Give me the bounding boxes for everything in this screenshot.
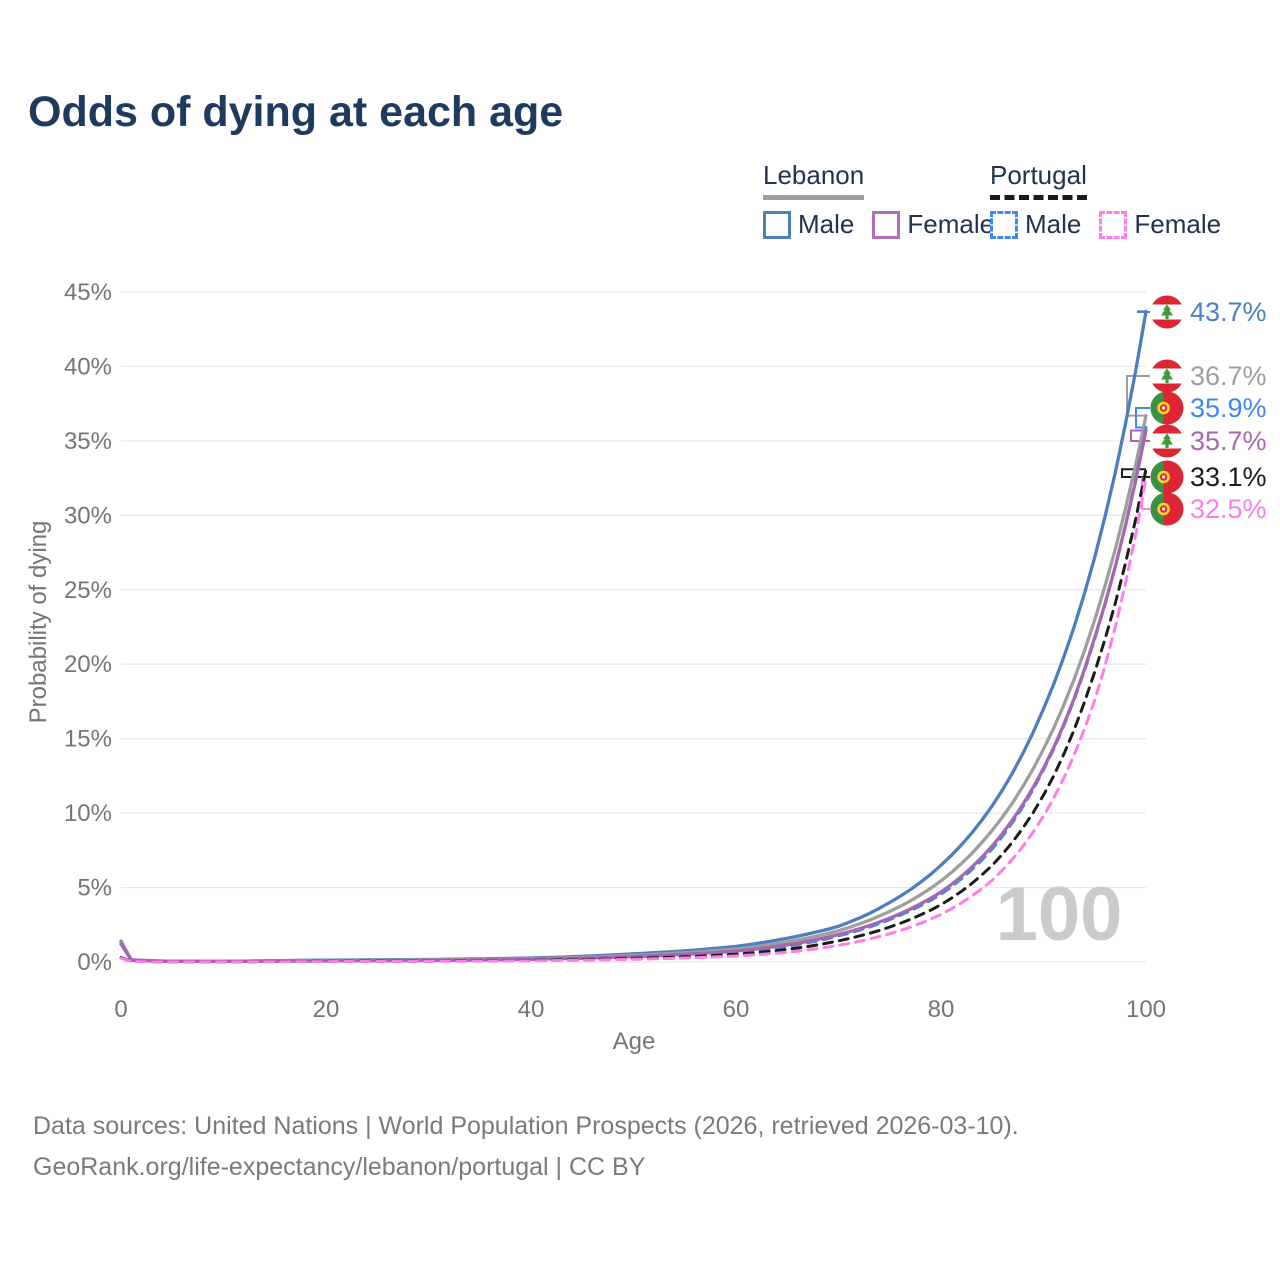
y-tick-label: 0% — [77, 949, 112, 976]
legend-swatch-dashed-male[interactable] — [990, 210, 1018, 239]
end-label-connector — [1135, 407, 1150, 429]
footer-source-line: Data sources: United Nations | World Pop… — [33, 1112, 1019, 1140]
legend-swatch-dashed-female[interactable] — [1099, 210, 1128, 239]
legend-items-lebanon: Male Female — [763, 209, 1012, 240]
x-tick-label: 80 — [928, 996, 955, 1023]
legend-item-portugal-male[interactable]: Male — [990, 209, 1081, 240]
legend-swatch-solid-male[interactable] — [763, 210, 791, 239]
y-tick-label: 30% — [64, 502, 112, 529]
legend-item-label: Male — [1025, 209, 1082, 239]
y-tick-label: 5% — [77, 875, 112, 902]
legend-items-portugal: Male Female — [990, 209, 1239, 240]
chart-title: Odds of dying at each age — [28, 88, 564, 136]
end-label-connector — [1137, 310, 1150, 313]
series-line-portugal-female — [119, 476, 1148, 964]
legend: Lebanon Male Female Portugal Male Female — [0, 160, 1280, 240]
y-tick-label: 45% — [64, 279, 112, 306]
legend-group-lebanon: Lebanon Male Female — [763, 160, 1012, 240]
legend-item-label: Male — [798, 209, 855, 239]
age-watermark: 100 — [996, 872, 1123, 957]
legend-item-label: Female — [907, 209, 995, 239]
y-tick-label: 15% — [64, 726, 112, 753]
y-tick-label: 20% — [64, 651, 112, 678]
legend-item-lebanon-female[interactable]: Female — [872, 209, 994, 240]
x-tick-label: 40 — [518, 996, 545, 1023]
legend-country-portugal: Portugal — [990, 160, 1087, 200]
legend-item-portugal-female[interactable]: Female — [1099, 209, 1221, 240]
legend-item-label: Female — [1134, 209, 1222, 239]
y-tick-label: 25% — [64, 577, 112, 604]
x-tick-label: 60 — [723, 996, 750, 1023]
y-axis-title: Probability of dying — [25, 521, 52, 724]
series-line-lebanon-male — [119, 309, 1148, 963]
y-tick-label: 10% — [64, 800, 112, 827]
x-tick-label: 0 — [114, 996, 127, 1023]
footer-attribution-line: GeoRank.org/life-expectancy/lebanon/port… — [33, 1153, 646, 1181]
legend-swatch-solid-female[interactable] — [872, 210, 901, 239]
x-axis-title: Age — [613, 1028, 656, 1055]
x-tick-label: 20 — [313, 996, 340, 1023]
footer: Data sources: United Nations | World Pop… — [33, 1106, 1019, 1188]
legend-country-lebanon: Lebanon — [763, 160, 865, 200]
legend-item-lebanon-male[interactable]: Male — [763, 209, 854, 240]
x-tick-label: 100 — [1126, 996, 1166, 1023]
series-line-lebanon-female — [119, 428, 1148, 964]
y-tick-label: 35% — [64, 428, 112, 455]
y-tick-label: 40% — [64, 353, 112, 380]
legend-group-portugal: Portugal Male Female — [990, 160, 1239, 240]
